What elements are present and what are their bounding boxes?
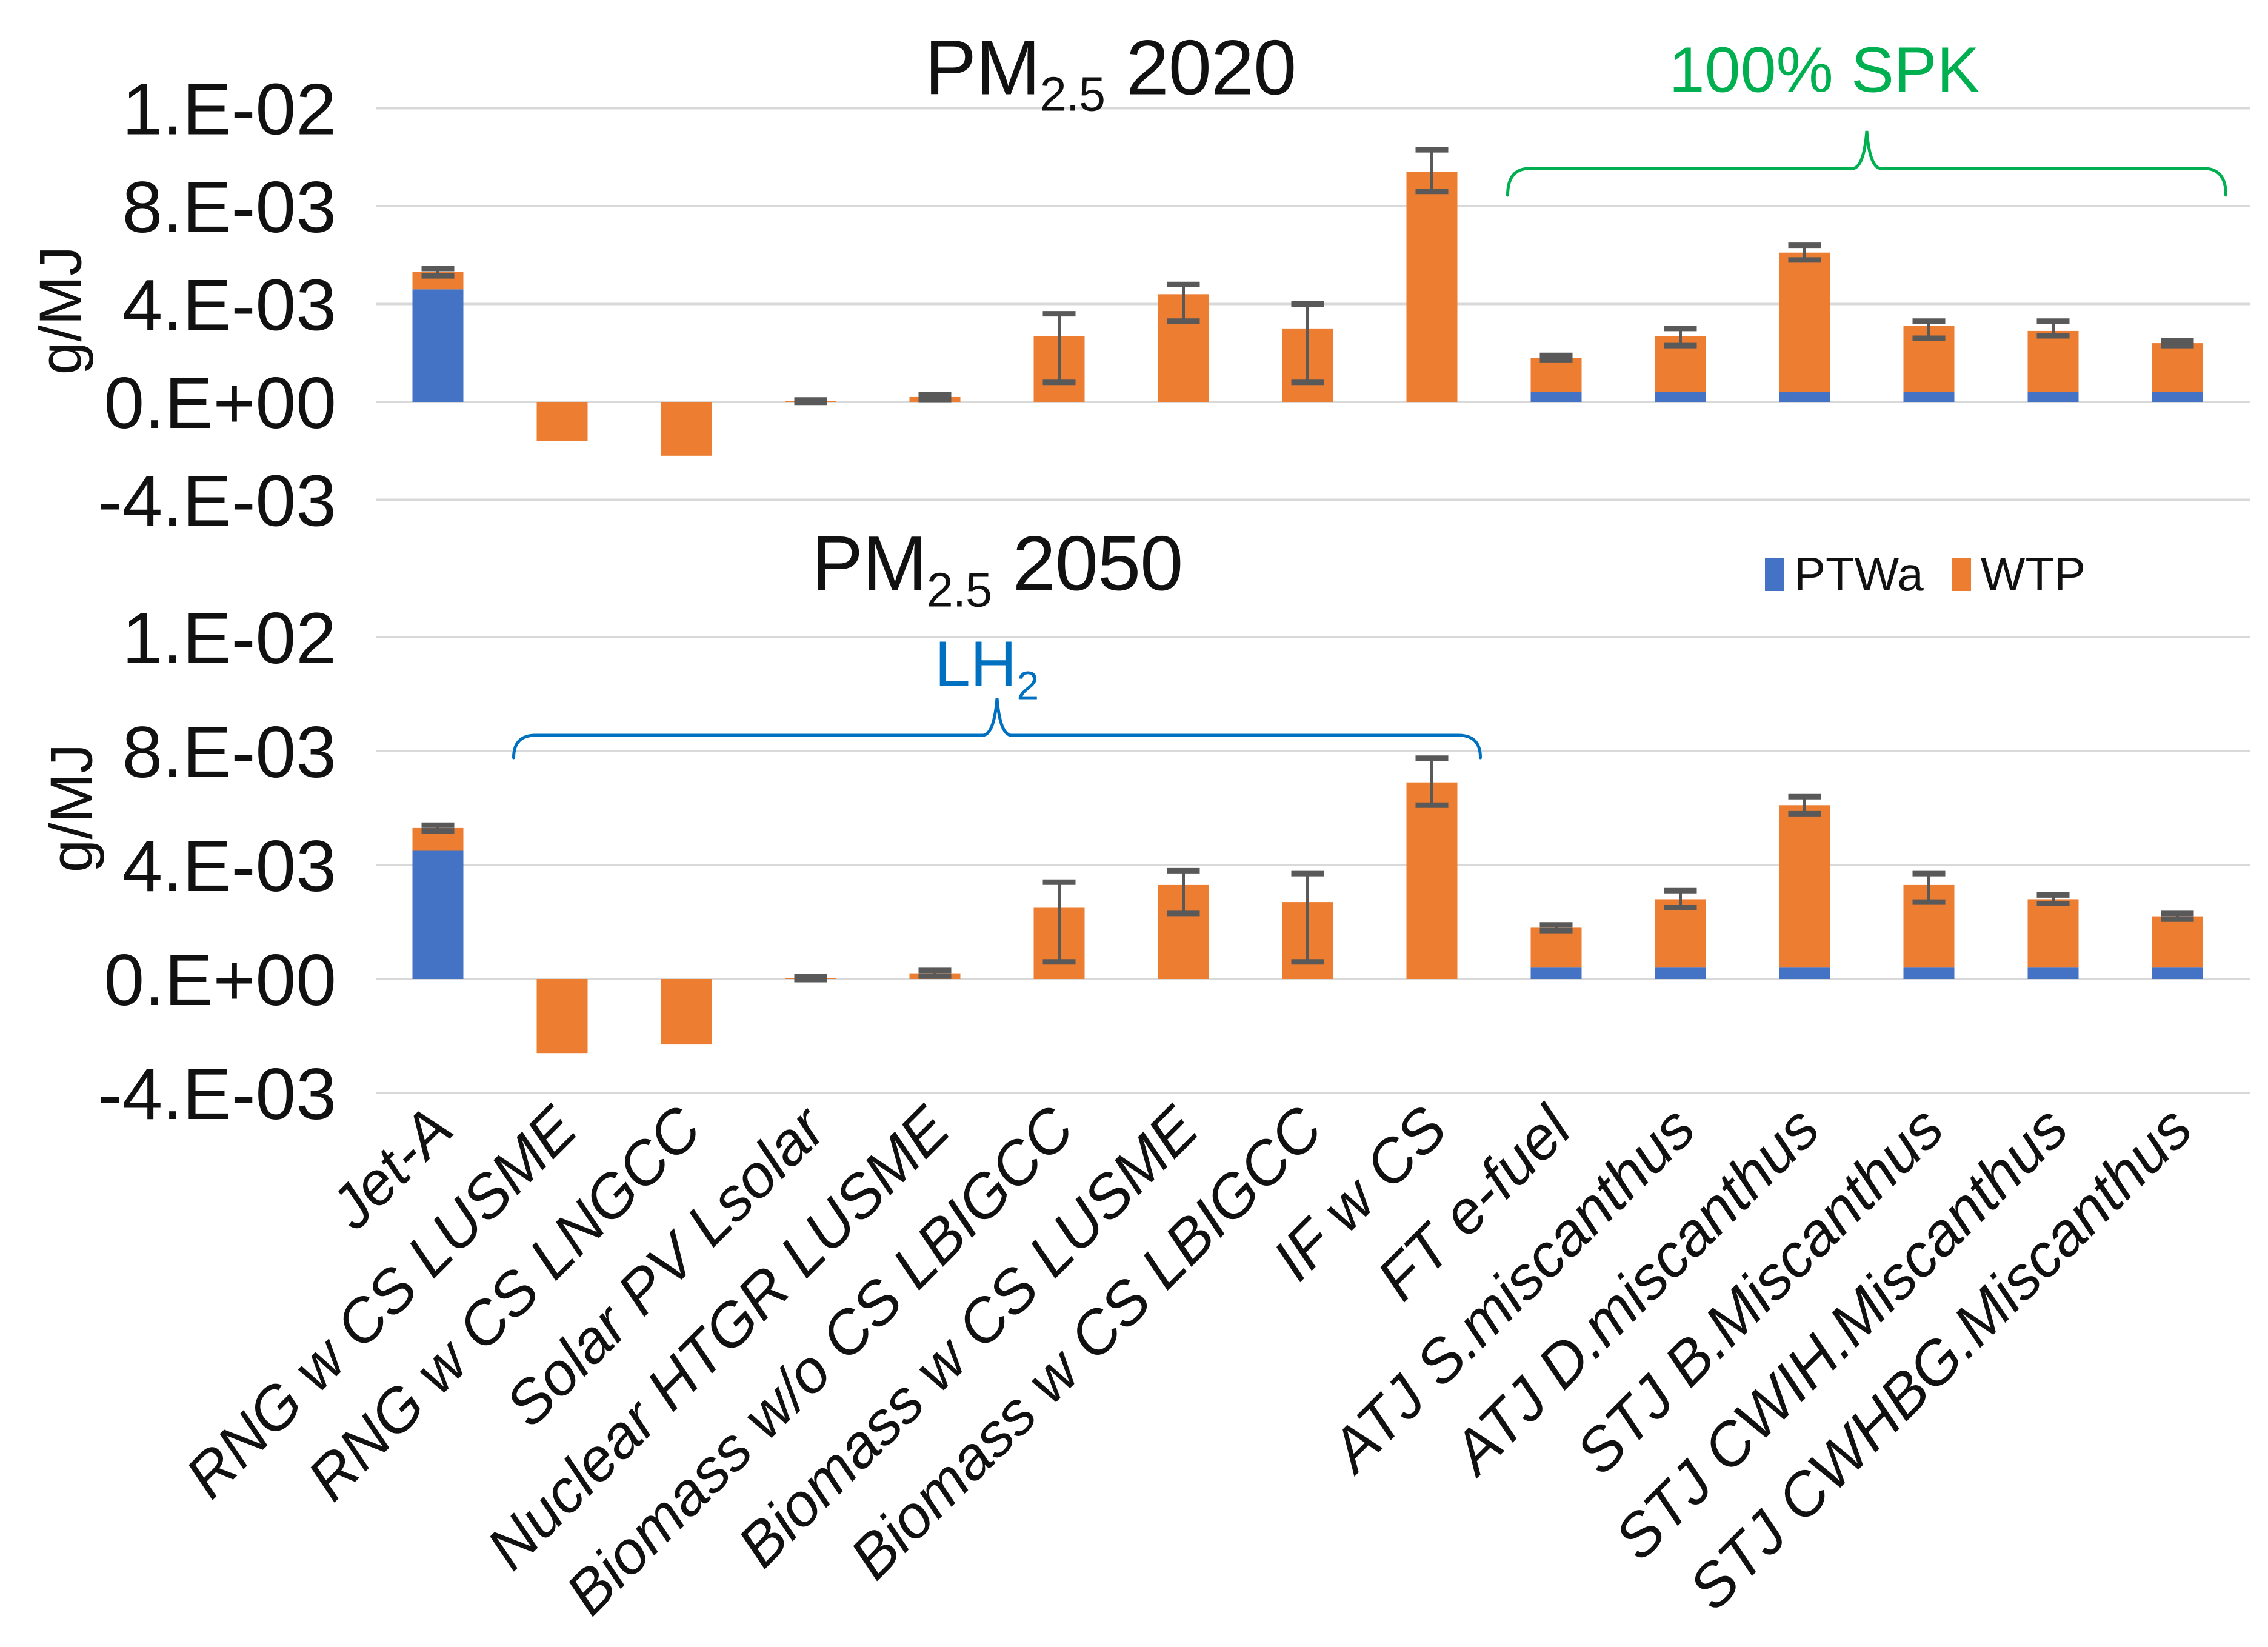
bar-segment-wtp bbox=[1655, 899, 1706, 968]
bar-segment-wtp bbox=[2152, 916, 2203, 968]
chart-title-2050: PM2.5 2050 bbox=[811, 519, 1184, 618]
spk-brace bbox=[1506, 130, 2227, 197]
bar-segment-wtp bbox=[1530, 927, 1582, 968]
bar-segment-ptwa bbox=[412, 850, 464, 979]
bar-segment-wtp bbox=[2027, 330, 2079, 392]
y-tick-label: 1.E-02 bbox=[122, 598, 336, 679]
title-text: PM bbox=[924, 24, 1041, 112]
legend-label-ptwa: PTWa bbox=[1794, 547, 1924, 601]
legend-label-wtp: WTP bbox=[1980, 547, 2086, 601]
legend-swatch-wtp bbox=[1951, 558, 1971, 591]
y-tick-label: 8.E-03 bbox=[122, 167, 336, 248]
title-subscript: 2.5 bbox=[926, 563, 992, 617]
legend-item-ptwa: PTWa bbox=[1765, 547, 1924, 602]
y-tick-label: 0.E+00 bbox=[104, 940, 336, 1021]
lh2-text: LH bbox=[934, 628, 1017, 700]
bar-segment-ptwa bbox=[412, 289, 464, 402]
y-tick-label: 8.E-03 bbox=[122, 712, 336, 793]
bar-segment-wtp bbox=[2027, 899, 2079, 968]
bar-segment-ptwa bbox=[2027, 967, 2079, 979]
bar-segment-wtp bbox=[1779, 252, 1830, 392]
bar-segment-ptwa bbox=[1779, 392, 1830, 402]
bar-segment-wtp bbox=[1406, 782, 1458, 979]
bar-segment-wtp bbox=[1406, 172, 1458, 402]
bar-segment-wtp-negative bbox=[536, 402, 588, 441]
bar-segment-ptwa bbox=[2027, 392, 2079, 402]
y-tick-label: -4.E-03 bbox=[98, 1054, 336, 1135]
bar-segment-ptwa bbox=[1903, 967, 1955, 979]
bar-segment-ptwa bbox=[1903, 392, 1955, 402]
bar-segment-ptwa bbox=[1655, 967, 1706, 979]
lh2-brace bbox=[512, 698, 1482, 760]
spk-annotation-label: 100% SPK bbox=[1669, 34, 1980, 106]
chart-title-2020: PM2.5 2020 bbox=[924, 24, 1297, 122]
title-year: 2020 bbox=[1105, 24, 1297, 112]
y-tick-label: 1.E-02 bbox=[122, 69, 336, 150]
legend-item-wtp: WTP bbox=[1951, 547, 2086, 602]
bar-segment-wtp-negative bbox=[661, 979, 712, 1045]
y-tick-label: -4.E-03 bbox=[98, 461, 336, 542]
y-tick-label: 4.E-03 bbox=[122, 265, 336, 346]
bar-segment-ptwa bbox=[2152, 967, 2203, 979]
title-year: 2050 bbox=[992, 520, 1184, 607]
bar-segment-ptwa bbox=[1530, 392, 1582, 402]
y-tick-label: 0.E+00 bbox=[104, 362, 336, 444]
legend: PTWa WTP bbox=[1765, 547, 2086, 602]
bar-segment-ptwa bbox=[1779, 967, 1830, 979]
bar-segment-wtp bbox=[1530, 358, 1582, 392]
title-subscript: 2.5 bbox=[1039, 67, 1106, 121]
y-axis-title-bottom: g/MJ bbox=[38, 743, 105, 873]
bar-segment-ptwa bbox=[1655, 392, 1706, 402]
bar-segment-ptwa bbox=[1530, 967, 1582, 979]
legend-swatch-ptwa bbox=[1765, 558, 1784, 591]
y-tick-label: 4.E-03 bbox=[122, 826, 336, 907]
title-text: PM bbox=[811, 520, 927, 607]
lh2-subscript: 2 bbox=[1016, 663, 1039, 708]
bar-segment-ptwa bbox=[2152, 392, 2203, 402]
bar-segment-wtp bbox=[2152, 343, 2203, 392]
bar-segment-wtp bbox=[1779, 805, 1830, 968]
bar-segment-wtp-negative bbox=[536, 979, 588, 1054]
y-axis-title-top: g/MJ bbox=[27, 246, 94, 375]
bar-segment-wtp-negative bbox=[661, 402, 712, 456]
lh2-annotation-label: LH2 bbox=[935, 627, 1039, 708]
